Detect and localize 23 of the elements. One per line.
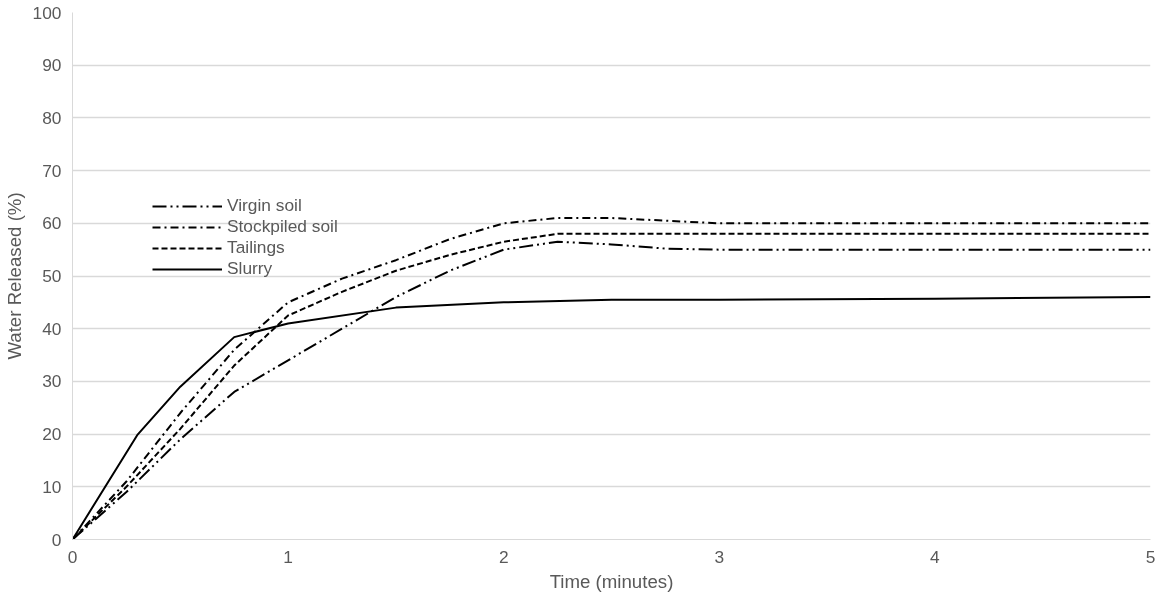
y-tick-label: 0: [51, 529, 62, 550]
y-tick-label: 10: [42, 476, 62, 497]
x-tick-label: 1: [283, 546, 293, 567]
y-tick-label: 20: [42, 424, 62, 445]
y-tick-label: 40: [42, 318, 62, 339]
legend-label: Tailings: [227, 237, 285, 258]
legend-label: Stockpiled soil: [227, 216, 338, 237]
y-tick-label: 60: [42, 213, 62, 234]
y-tick-label: 30: [42, 371, 62, 392]
y-tick-label: 90: [42, 55, 62, 76]
x-tick-label: 2: [498, 546, 509, 567]
y-tick-label: 100: [32, 2, 62, 23]
x-tick-label: 5: [1145, 546, 1156, 567]
x-axis-title: Time (minutes): [549, 570, 674, 592]
legend-label: Virgin soil: [227, 195, 302, 216]
y-tick-label: 70: [42, 160, 62, 181]
y-tick-label: 50: [42, 266, 62, 286]
x-tick-label: 3: [714, 546, 725, 567]
y-axis-title: Water Released (%): [3, 192, 25, 360]
legend-label: Slurry: [227, 258, 273, 279]
x-tick-label: 0: [67, 546, 78, 567]
x-tick-label: 4: [930, 546, 941, 567]
y-tick-label: 80: [42, 107, 62, 128]
